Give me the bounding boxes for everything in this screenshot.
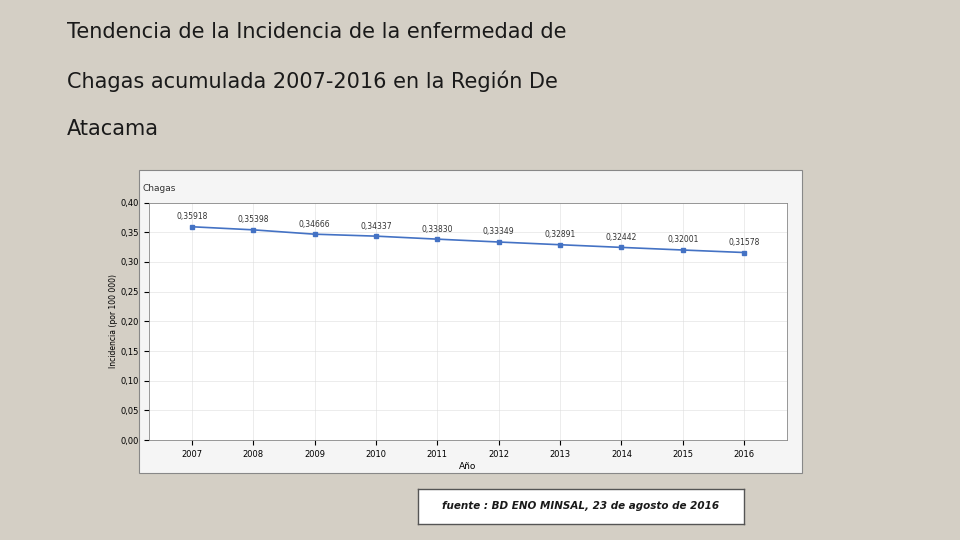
Text: 0,33830: 0,33830 (421, 225, 453, 234)
Text: 0,34666: 0,34666 (299, 220, 330, 228)
Text: 0,33349: 0,33349 (483, 227, 515, 237)
Text: 0,35398: 0,35398 (237, 215, 269, 224)
Text: Chagas acumulada 2007-2016 en la Región De: Chagas acumulada 2007-2016 en la Región … (67, 70, 558, 92)
Text: Tendencia de la Incidencia de la enfermedad de: Tendencia de la Incidencia de la enferme… (67, 22, 566, 42)
Text: 0,35918: 0,35918 (176, 212, 207, 221)
Text: fuente : BD ENO MINSAL, 23 de agosto de 2016: fuente : BD ENO MINSAL, 23 de agosto de … (443, 501, 719, 511)
Text: 0,32891: 0,32891 (544, 230, 576, 239)
Text: 0,32442: 0,32442 (606, 233, 637, 242)
Text: 0,34337: 0,34337 (360, 221, 392, 231)
Y-axis label: Incidencia (por 100 000): Incidencia (por 100 000) (108, 274, 118, 368)
Text: Chagas: Chagas (142, 184, 176, 193)
Text: 0,31578: 0,31578 (729, 238, 760, 247)
Text: 0,32001: 0,32001 (667, 235, 699, 245)
X-axis label: Año: Año (459, 462, 477, 470)
Text: Atacama: Atacama (67, 119, 159, 139)
